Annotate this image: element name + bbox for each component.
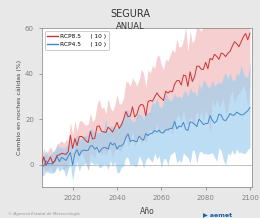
Text: SEGURA: SEGURA bbox=[110, 9, 150, 19]
Text: ▶ aemet: ▶ aemet bbox=[203, 212, 232, 217]
Text: ANUAL: ANUAL bbox=[116, 22, 144, 31]
X-axis label: Año: Año bbox=[140, 207, 154, 216]
Legend: RCP8.5     ( 10 ), RCP4.5     ( 10 ): RCP8.5 ( 10 ), RCP4.5 ( 10 ) bbox=[44, 31, 109, 50]
Y-axis label: Cambio en noches cálidas (%): Cambio en noches cálidas (%) bbox=[17, 60, 22, 155]
Text: © Agencia Estatal de Meteorología: © Agencia Estatal de Meteorología bbox=[8, 212, 79, 216]
